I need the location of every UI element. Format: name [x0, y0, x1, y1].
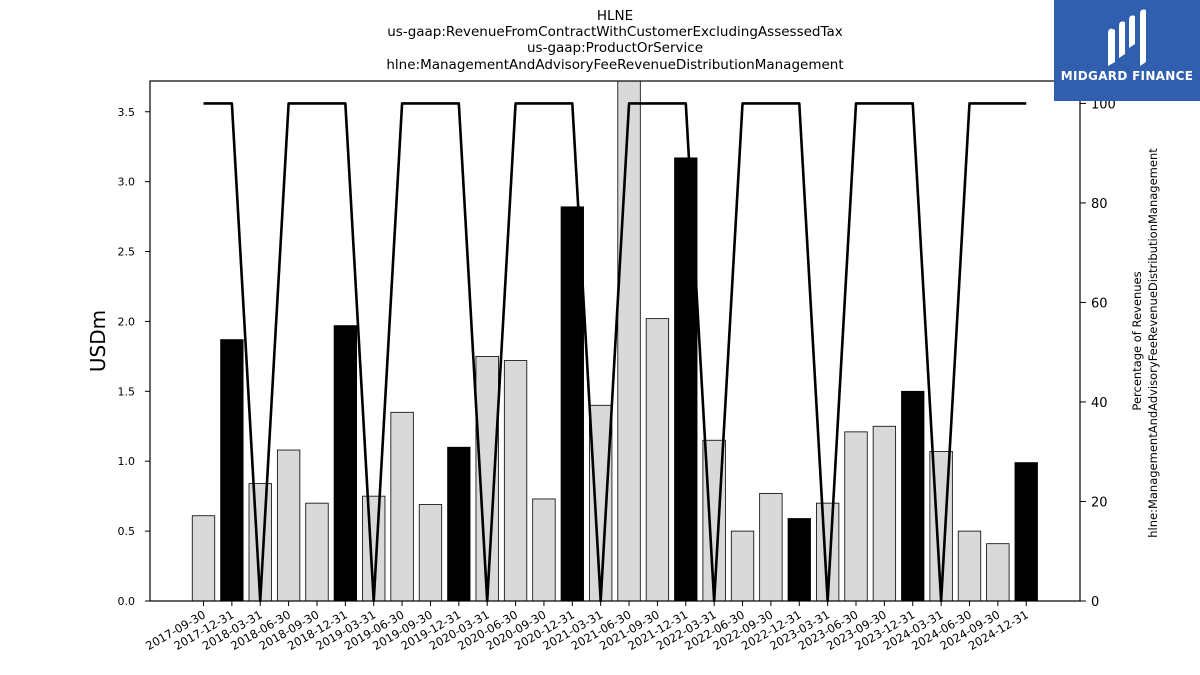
y-tick-label: 0.5: [118, 525, 136, 538]
y2-tick-label: 60: [1091, 296, 1108, 311]
line-series: [203, 102, 1027, 603]
y-tick-label: 2.0: [118, 315, 136, 328]
bar-2017-12-31: [220, 339, 244, 602]
y2-axis-title-line-2: hlne:ManagementAndAdvisoryFeeRevenueDist…: [1146, 148, 1160, 538]
bar-2024-12-31: [1014, 462, 1038, 602]
y2-axis-title-line-1: Percentage of Revenues: [1130, 271, 1144, 410]
y2-tick-label: 0: [1091, 595, 1099, 610]
bar-2022-12-31: [787, 518, 811, 602]
x-axis: 2017-09-302017-12-312018-03-312018-06-30…: [143, 601, 1031, 653]
logo-text: MIDGARD FINANCE: [1060, 69, 1194, 83]
y2-tick-label: 100: [1091, 97, 1116, 112]
bar-2024-09-30: [986, 543, 1010, 602]
title-line-3: us-gaap:ProductOrService: [527, 40, 703, 56]
bar-2019-06-30: [390, 411, 414, 602]
bar-2023-09-30: [872, 425, 897, 602]
bar-2024-06-30: [957, 530, 982, 602]
line-percentage: [203, 102, 1027, 603]
plot-frame: [149, 80, 1081, 602]
title-line-2: us-gaap:RevenueFromContractWithCustomerE…: [387, 24, 843, 40]
bar-2023-06-30: [844, 431, 868, 602]
y-tick-label: 3.5: [118, 106, 136, 119]
brand-logo: MIDGARD FINANCE: [1054, 0, 1200, 101]
y2-tick-label: 40: [1091, 396, 1108, 411]
bar-2020-06-30: [503, 360, 528, 602]
bar-2017-09-30: [191, 515, 216, 602]
y2-tick-label: 80: [1091, 197, 1108, 212]
bar-2020-09-30: [532, 498, 556, 602]
title-line-1: HLNE: [597, 8, 633, 24]
bar-2018-06-30: [276, 449, 301, 602]
bar-2018-12-31: [333, 325, 358, 602]
bar-2021-09-30: [645, 318, 670, 602]
y-tick-label: 0.0: [118, 595, 136, 608]
bar-2021-03-31: [589, 404, 613, 602]
y-tick-label: 2.5: [118, 246, 136, 259]
midgard-logo-icon: [1108, 9, 1146, 67]
y-axis-title: USDm: [86, 310, 110, 372]
bar-2023-12-31: [901, 390, 925, 602]
bar-2019-09-30: [418, 504, 443, 602]
bar-2020-12-31: [560, 206, 584, 602]
y-tick-label: 1.0: [118, 455, 136, 468]
y-axis-right: 0 20 40 60 80 100: [1080, 97, 1116, 610]
bar-2021-06-30: [617, 80, 641, 602]
chart-title: HLNE us-gaap:RevenueFromContractWithCust…: [386, 8, 843, 73]
bar-2018-09-30: [305, 502, 329, 602]
y-axis-left: 0.0 0.5 1.0 1.5 2.0 2.5 3.0 3.5: [118, 106, 150, 608]
bar-2022-09-30: [759, 492, 783, 602]
y-tick-label: 1.5: [118, 385, 136, 398]
y2-tick-label: 20: [1091, 495, 1108, 510]
bar-2019-12-31: [447, 446, 471, 602]
title-line-4: hlne:ManagementAndAdvisoryFeeRevenueDist…: [386, 57, 843, 73]
y-tick-label: 3.0: [118, 176, 136, 189]
bar-series: [191, 80, 1038, 602]
bar-2022-06-30: [730, 530, 755, 602]
